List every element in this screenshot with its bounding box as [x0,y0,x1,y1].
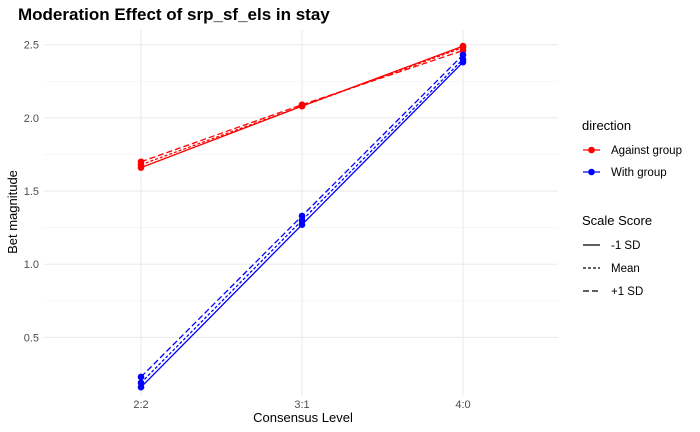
x-tick-label: 3:1 [294,399,309,411]
legend-direction-title: direction [582,118,631,133]
legend-label: +1 SD [611,286,643,298]
y-axis-title: Bet magnitude [5,170,20,254]
y-axis-ticks: 0.5 1.0 1.5 2.0 2.5 [24,40,39,345]
legend-label: Mean [611,263,640,275]
chart-title: Moderation Effect of srp_sf_els in stay [18,5,330,24]
y-tick-label: 2.0 [24,113,39,125]
series-points [137,42,467,391]
legend-label: With group [611,167,667,179]
grid-lines [44,30,558,396]
legend-key-point [588,146,595,154]
x-axis-ticks: 2:2 3:1 4:0 [133,399,470,411]
data-point [137,379,145,387]
series-line [140,58,464,384]
series-line [140,49,464,163]
x-tick-label: 2:2 [133,399,148,411]
data-point [137,158,145,166]
y-tick-label: 0.5 [24,332,39,344]
legend-label: Against group [611,145,682,157]
data-point [298,212,306,220]
data-point [137,373,145,381]
y-tick-label: 1.0 [24,259,39,271]
legend-scale-score: Scale Score -1 SD Mean +1 SD [582,213,652,298]
legend-scale-title: Scale Score [582,213,652,228]
data-point [459,51,467,59]
x-axis-title: Consensus Level [253,410,353,425]
legend-label: -1 SD [611,240,640,252]
data-point [298,101,306,108]
x-tick-label: 4:0 [455,399,470,411]
legend-direction: direction Against group With group [582,118,682,179]
legend-key-point [588,168,595,176]
y-tick-label: 1.5 [24,186,39,198]
y-tick-label: 2.5 [24,40,39,52]
